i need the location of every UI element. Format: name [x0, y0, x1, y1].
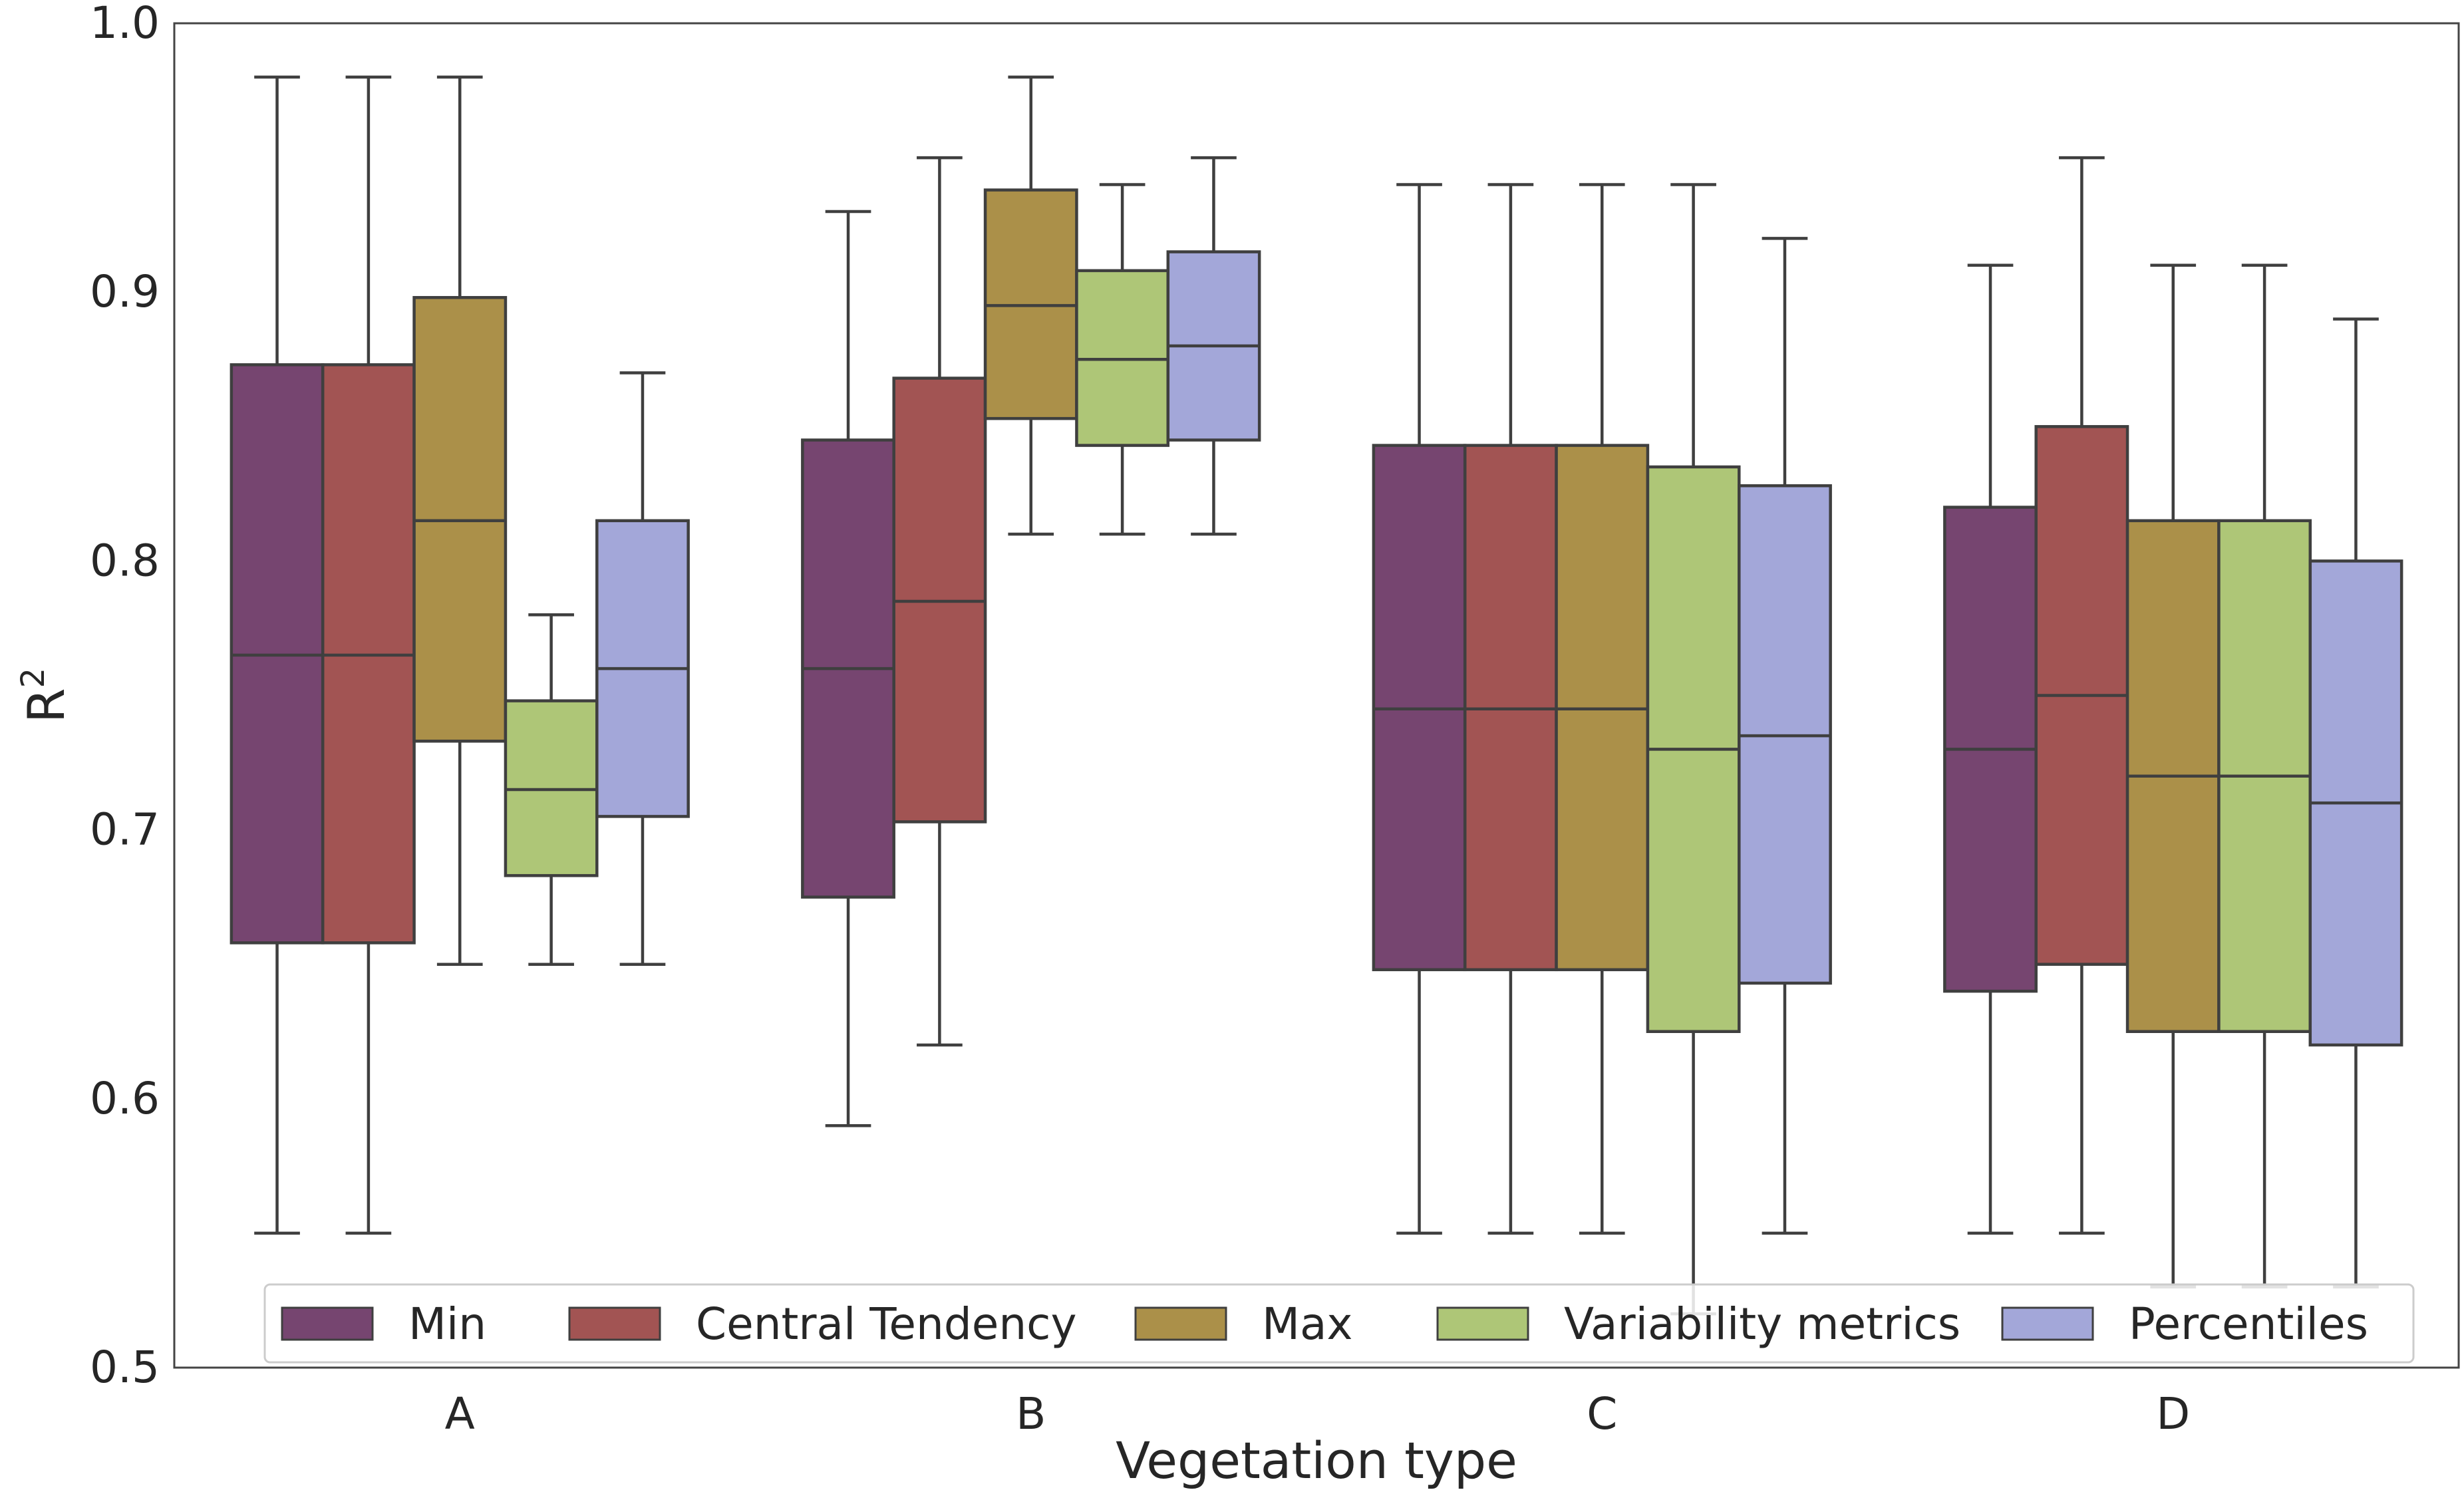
boxes-layer: [230, 75, 2403, 1316]
box-C-4: [1738, 237, 1832, 1235]
y-axis-label: R2: [15, 668, 76, 723]
x-tick-label: D: [2156, 1388, 2190, 1439]
legend-label: Max: [1262, 1298, 1352, 1350]
legend-label: Percentiles: [2129, 1298, 2368, 1350]
box-C-1: [1463, 183, 1558, 1235]
y-tick-label: 0.9: [90, 266, 160, 317]
legend-label: Variability metrics: [1564, 1298, 1960, 1350]
y-axis-label-superscript: 2: [15, 668, 52, 688]
y-tick-label: 0.5: [90, 1342, 160, 1393]
legend-box: [263, 1283, 2415, 1364]
box-A-2: [412, 75, 508, 966]
box-C-0: [1372, 183, 1467, 1235]
box-C-2: [1555, 183, 1650, 1235]
box-A-0: [230, 75, 325, 1235]
y-axis: 0.5 0.6 0.7 0.8 0.9 1.0: [90, 0, 160, 1393]
box-A-1: [321, 75, 416, 1235]
x-axis: A B C D: [445, 1388, 2190, 1439]
legend-label: Min: [408, 1298, 486, 1350]
plot-frame: [173, 22, 2460, 1369]
x-axis-label: Vegetation type: [1116, 1431, 1517, 1490]
box-B-2: [983, 75, 1078, 536]
legend-label: Central Tendency: [696, 1298, 1077, 1350]
box-B-4: [1166, 156, 1261, 536]
box-B-0: [801, 210, 895, 1127]
box-A-4: [595, 371, 690, 966]
x-tick-label: C: [1587, 1388, 1617, 1439]
box-C-3: [1646, 183, 1741, 1316]
legend-swatch: [568, 1306, 661, 1341]
x-tick-label: B: [1016, 1388, 1046, 1439]
legend-swatch: [2001, 1306, 2094, 1341]
y-tick-label: 0.7: [90, 804, 160, 855]
y-tick-label: 0.6: [90, 1073, 160, 1124]
legend-swatch: [1436, 1306, 1529, 1341]
legend: Min Central Tendency Max Variability metric…: [263, 1283, 2415, 1364]
y-tick-label: 0.8: [90, 535, 160, 586]
box-B-3: [1075, 183, 1170, 536]
box-D-3: [2217, 263, 2312, 1288]
y-tick-label: 1.0: [90, 0, 160, 49]
x-tick-label: A: [445, 1388, 475, 1439]
box-D-4: [2308, 317, 2403, 1288]
box-D-1: [2034, 156, 2129, 1235]
legend-swatch: [281, 1306, 374, 1341]
box-D-0: [1943, 263, 2038, 1235]
y-axis-label-base: R: [17, 688, 76, 723]
box-B-1: [892, 156, 987, 1047]
box-D-2: [2125, 263, 2221, 1288]
legend-swatch: [1134, 1306, 1227, 1341]
